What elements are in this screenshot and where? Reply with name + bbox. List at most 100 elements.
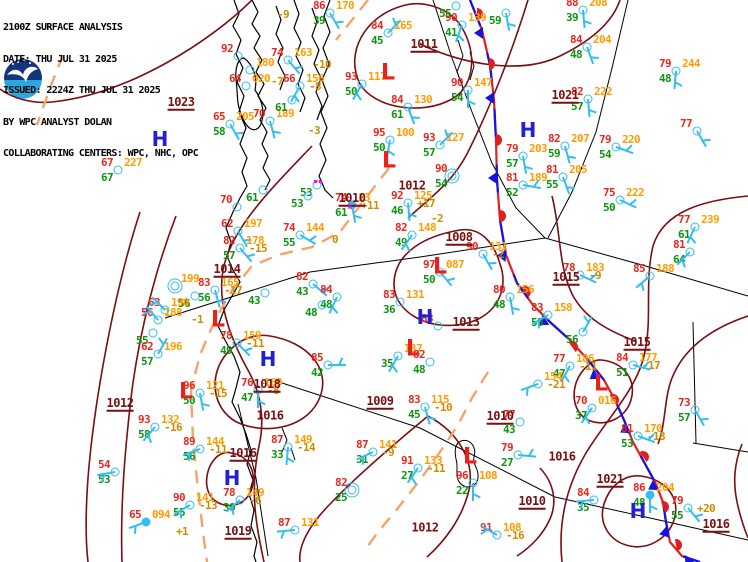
calm-ring-icon <box>167 278 183 294</box>
station-circle-icon <box>478 249 488 259</box>
station-circle-icon <box>295 81 305 91</box>
station-circle-icon <box>565 361 575 371</box>
station-circle-icon <box>457 20 467 30</box>
station-circle-icon <box>233 51 243 61</box>
station-tendency: -7 <box>271 75 284 88</box>
station-dewpoint: 56 <box>565 333 579 346</box>
station-circle-icon <box>685 247 695 257</box>
station-circle-icon <box>113 165 123 175</box>
front-pip-warm-icon <box>568 341 578 352</box>
station-pressure: 244 <box>682 57 701 70</box>
station-circle-icon <box>148 328 158 338</box>
low-center: L <box>380 60 396 86</box>
station-temp: 75 <box>602 186 616 199</box>
wind-barb-icon <box>649 495 658 513</box>
pressure-label: 1019 <box>224 523 252 540</box>
station-dewpoint: 49 <box>394 236 408 249</box>
station-pressure: 199 <box>181 272 200 285</box>
wind-barb-tick-icon <box>567 155 576 159</box>
station-pressure: 189 <box>529 171 548 184</box>
station-temp: 91 <box>400 454 414 467</box>
front-pip-cold-icon <box>648 479 659 491</box>
station-dewpoint: 55 <box>173 507 186 518</box>
station-dewpoint: 47 <box>240 391 254 404</box>
station-temp: 64 <box>228 72 242 85</box>
station-temp: 70 <box>574 394 588 407</box>
noaa-logo <box>4 59 42 99</box>
pressure-label: 1013 <box>452 314 480 331</box>
station-circle-icon <box>225 119 235 129</box>
station-dewpoint: 55 <box>670 509 684 522</box>
calm-ring-icon <box>444 168 460 184</box>
station-tendency: +11 <box>361 199 380 212</box>
pressure-label: 1009 <box>366 393 394 410</box>
front-pip-cold-icon <box>485 92 494 104</box>
station-pressure: 020 <box>252 72 271 85</box>
station-circle-icon <box>393 351 403 361</box>
pressure-label: 1010 <box>338 190 366 207</box>
station-circle-icon <box>407 230 417 240</box>
station-pressure: 170 <box>336 0 355 12</box>
station-pressure: 222 <box>626 186 645 199</box>
station-pressure: 197 <box>244 217 263 230</box>
station-tendency: -14 <box>297 441 316 454</box>
station-temp: 97 <box>422 258 436 271</box>
station-dewpoint: 55 <box>135 334 149 347</box>
trough-line <box>335 0 369 41</box>
pressure-label: 1023 <box>167 94 195 111</box>
station-temp: 93 <box>137 413 151 426</box>
station-temp: 54 <box>97 458 111 471</box>
station-temp: 84 <box>390 93 404 106</box>
station-temp: 79 <box>598 133 612 146</box>
station-tendency: -17 <box>224 284 243 297</box>
station-pressure: 205 <box>236 110 255 123</box>
front-pip-cold-icon <box>620 422 631 434</box>
station-temp: 83 <box>530 301 544 314</box>
station-pressure: 131 <box>489 240 508 253</box>
station-circle-icon <box>690 222 700 232</box>
station-temp: 81 <box>545 163 559 176</box>
station-pressure: 156 <box>516 283 535 296</box>
station-pressure: 144 <box>206 435 225 448</box>
station-tendency: -9 <box>382 446 395 459</box>
station-circle-icon <box>433 321 443 331</box>
station-tendency: 0 <box>332 233 339 246</box>
station-temp: 81 <box>620 422 634 435</box>
station-circle-icon <box>170 281 180 291</box>
station-dewpoint: 36 <box>382 303 396 316</box>
station-tendency: -17 <box>642 359 661 372</box>
station-temp: 82 <box>334 476 348 489</box>
station-tendency: -10 <box>313 58 332 71</box>
pressure-label: 1015 <box>623 334 651 351</box>
front-pip-cold-icon <box>497 250 507 262</box>
station-dewpoint: 27 <box>500 456 514 469</box>
station-temp: 65 <box>212 110 226 123</box>
station-temp: 88 <box>565 0 579 9</box>
station-tendency: -2 <box>492 248 505 261</box>
pressure-label: 1008 <box>445 229 473 246</box>
station-dewpoint: 33 <box>270 448 284 461</box>
station-circle-icon <box>690 405 700 415</box>
wind-barb-tick-icon <box>566 186 575 190</box>
station-dewpoint: 48 <box>569 48 583 61</box>
station-pressure: 196 <box>164 340 183 353</box>
station-temp: 92 <box>220 42 234 55</box>
station-circle-icon <box>303 191 313 201</box>
pressure-label: 1016 <box>256 408 284 423</box>
station-dewpoint: 57 <box>570 100 584 113</box>
station-tendency: -1 <box>191 313 204 326</box>
station-pressure: 190 <box>171 296 190 309</box>
station-pressure: 165 <box>394 19 413 32</box>
station-temp: 90 <box>450 76 464 89</box>
station-temp: 74 <box>334 191 348 204</box>
pressure-label: 1010 <box>486 408 514 425</box>
station-dewpoint: 55 <box>282 236 296 249</box>
station-dewpoint: 43 <box>502 423 516 436</box>
station-dewpoint: 53 <box>290 197 304 210</box>
low-center: L <box>462 444 478 470</box>
station-temp: 83 <box>420 312 434 325</box>
station-temp: 83 <box>197 276 211 289</box>
analysis-header: 2100Z SURFACE ANALYSIS DATE: THU JUL 31 … <box>3 2 199 181</box>
station-circle-icon <box>260 288 270 298</box>
